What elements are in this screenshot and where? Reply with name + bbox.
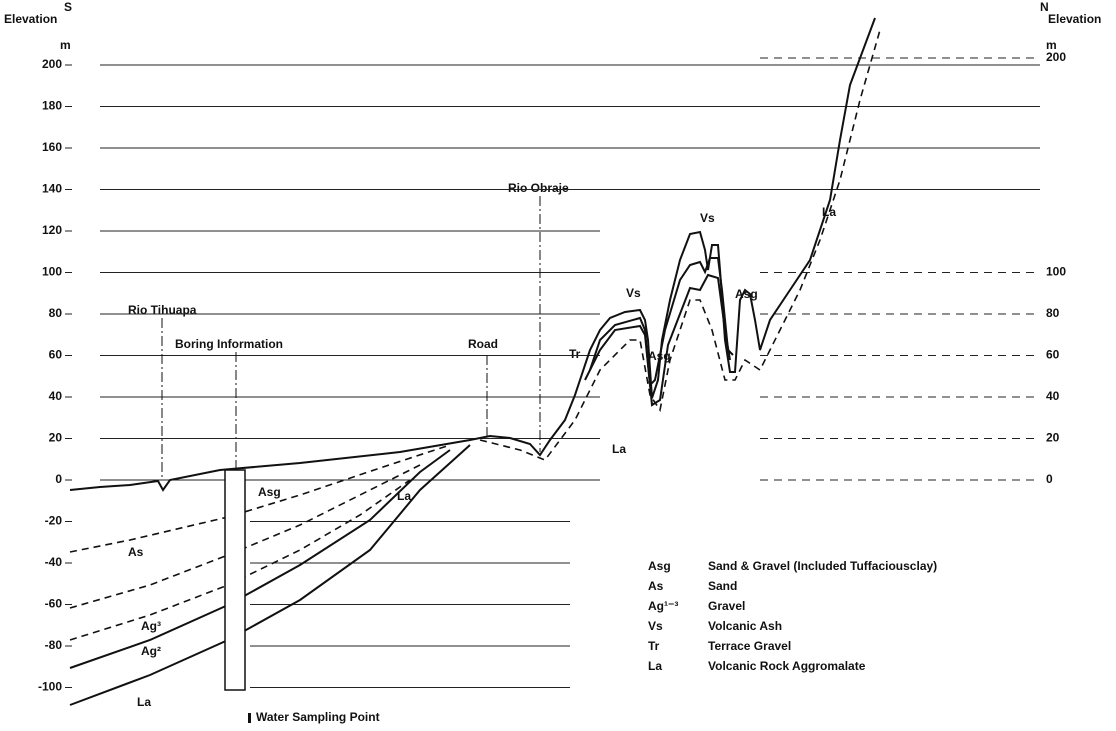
layer-label: As (128, 545, 144, 559)
right-tick-label: 40 (1046, 389, 1060, 403)
layer-label: Asg (258, 485, 281, 499)
legend-description: Gravel (708, 599, 745, 613)
left-tick-label: -60 (45, 597, 63, 611)
note: Water Sampling Point (256, 710, 380, 724)
right-tick-label: 0 (1046, 472, 1053, 486)
layer-label: Vs (700, 211, 715, 225)
right-tick-label: 20 (1046, 431, 1060, 445)
legend-code: Ag¹⁻³ (648, 599, 678, 613)
legend-code: Asg (648, 559, 671, 573)
layer-label: La (612, 442, 626, 456)
legend-description: Volcanic Rock Aggromalate (708, 659, 866, 673)
left-tick-label: 40 (49, 389, 63, 403)
layer-label: La (137, 695, 151, 709)
right-axis-title: Elevation (1048, 12, 1101, 26)
legend-code: As (648, 579, 664, 593)
left-tick-label: 120 (42, 223, 62, 237)
left-tick-label: 160 (42, 140, 62, 154)
left-tick-label: -20 (45, 514, 63, 528)
left-tick-label: 200 (42, 57, 62, 71)
left-tick-label: 20 (49, 431, 63, 445)
landmark-label: Road (468, 337, 498, 351)
left-tick-label: -40 (45, 555, 63, 569)
layer-boundary (585, 275, 730, 405)
right-tick-label: 100 (1046, 265, 1066, 279)
right-tick-label: 60 (1046, 348, 1060, 362)
left-axis-title: Elevation (4, 12, 57, 26)
left-tick-label: -100 (38, 680, 62, 694)
layer-label: Ag² (141, 644, 161, 658)
left-tick-label: 180 (42, 99, 62, 113)
legend-code: Vs (648, 619, 663, 633)
left-tick-label: 60 (49, 348, 63, 362)
right-tick-label: 80 (1046, 306, 1060, 320)
left-tick-label: 0 (55, 472, 62, 486)
layer-label: Ag³ (141, 619, 161, 633)
legend-description: Sand & Gravel (Included Tuffaciousclay) (708, 559, 937, 573)
landmark-label: Boring Information (175, 337, 283, 351)
left-tick-label: 100 (42, 265, 62, 279)
left-tick-label: 140 (42, 182, 62, 196)
legend-code: La (648, 659, 662, 673)
left-direction: S (64, 0, 72, 14)
cross-section: Volcanic Rock Aggromalate La Terrace Grave… (0, 0, 1116, 731)
landmark-label: Rio Tihuapa (128, 303, 197, 317)
legend-description: Terrace Gravel (708, 639, 791, 653)
layer-label: Tr (569, 347, 581, 361)
layer-boundary (70, 450, 450, 668)
legend-description: Volcanic Ash (708, 619, 782, 633)
legend-description: Sand (708, 579, 737, 593)
left-unit: m (60, 38, 71, 52)
right-tick-label: 200 (1046, 50, 1066, 64)
landmark-label: Rio Obraje (508, 181, 569, 195)
boring-column (225, 470, 245, 690)
legend-code: Tr (648, 639, 660, 653)
layer-label: Vs (626, 286, 641, 300)
right-unit: m (1046, 38, 1057, 52)
left-tick-label: -80 (45, 638, 63, 652)
layer-label: Asg (735, 287, 758, 301)
left-tick-label: 80 (49, 306, 63, 320)
ground-surface (70, 18, 875, 490)
water-point-icon (248, 713, 251, 723)
